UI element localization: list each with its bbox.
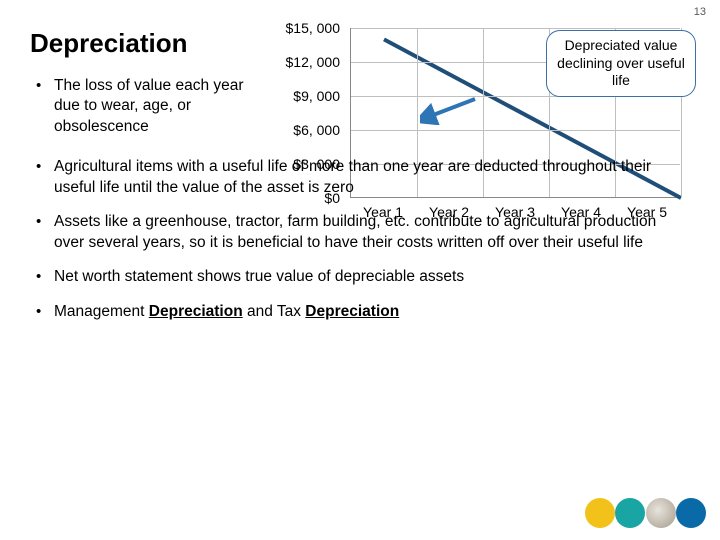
bullet-item: Assets like a greenhouse, tractor, farm …	[30, 212, 690, 253]
bullet-list: The loss of value each year due to wear,…	[30, 76, 690, 336]
y-axis-label: $15, 000	[270, 20, 340, 36]
dot-icon	[676, 498, 706, 528]
dot-icon	[585, 498, 615, 528]
dot-icon	[615, 498, 645, 528]
footer-dots	[589, 498, 706, 528]
bullet-item: Agricultural items with a useful life of…	[30, 157, 670, 198]
bullet-item: Net worth statement shows true value of …	[30, 267, 690, 287]
page-title: Depreciation	[30, 28, 188, 59]
y-axis-label: $12, 000	[270, 54, 340, 70]
dot-icon	[646, 498, 676, 528]
text-emphasis: Depreciation	[305, 303, 399, 320]
bullet-item: Management Depreciation and Tax Deprecia…	[30, 302, 690, 322]
text-emphasis: Depreciation	[149, 303, 243, 320]
page-number: 13	[694, 6, 706, 18]
bullet-item: The loss of value each year due to wear,…	[30, 76, 250, 137]
text: and Tax	[243, 303, 306, 320]
text: Management	[54, 303, 149, 320]
